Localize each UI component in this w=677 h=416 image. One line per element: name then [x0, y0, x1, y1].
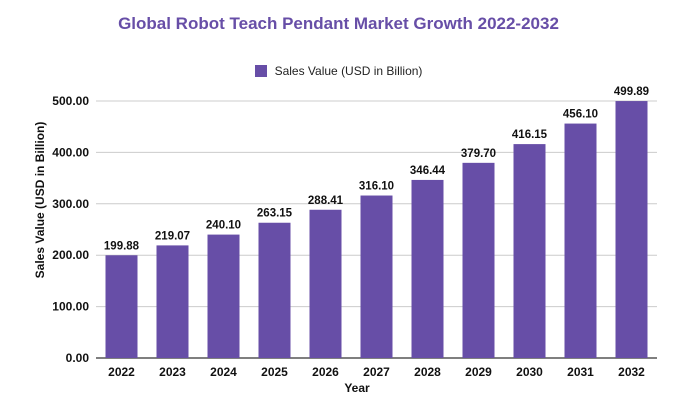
y-axis-title: Sales Value (USD in Billion) [33, 122, 47, 279]
data-label: 416.15 [512, 129, 548, 141]
bar [462, 162, 495, 358]
x-tick-label: 2022 [108, 365, 135, 379]
legend: Sales Value (USD in Billion) [0, 64, 677, 78]
y-tick-label: 400.00 [52, 145, 89, 159]
chart-title: Global Robot Teach Pendant Market Growth… [118, 14, 559, 33]
y-tick-label: 100.00 [52, 300, 89, 314]
data-label: 346.44 [410, 165, 446, 177]
y-tick-label: 500.00 [52, 94, 89, 108]
x-axis-title: Year [344, 381, 370, 395]
x-tick-label: 2024 [210, 365, 237, 379]
bar [615, 101, 648, 358]
data-label: 499.89 [614, 86, 649, 98]
bar [411, 179, 444, 358]
x-tick-label: 2031 [567, 365, 594, 379]
x-tick-label: 2028 [414, 365, 441, 379]
x-tick-label: 2030 [516, 365, 543, 379]
data-label: 219.07 [155, 230, 190, 242]
x-tick-label: 2027 [363, 365, 390, 379]
data-label: 288.41 [308, 195, 344, 207]
legend-swatch [254, 65, 267, 77]
bar [513, 144, 546, 358]
data-label: 379.70 [461, 148, 496, 160]
x-tick-label: 2032 [618, 365, 645, 379]
x-tick-label: 2023 [159, 365, 186, 379]
data-label: 199.88 [104, 240, 140, 252]
bar [360, 195, 393, 358]
data-label: 456.10 [563, 109, 598, 121]
x-tick-label: 2025 [261, 365, 288, 379]
y-tick-label: 0.00 [66, 351, 90, 365]
y-tick-label: 300.00 [52, 197, 89, 211]
data-label: 316.10 [359, 181, 394, 193]
data-label: 240.10 [206, 220, 241, 232]
bar [309, 209, 342, 358]
y-tick-label: 200.00 [52, 248, 89, 262]
legend-label: Sales Value (USD in Billion) [274, 64, 423, 78]
bar [258, 222, 291, 358]
x-tick-label: 2029 [465, 365, 492, 379]
bar [156, 245, 189, 358]
bar [105, 255, 138, 358]
x-tick-label: 2026 [312, 365, 339, 379]
bar [207, 234, 240, 358]
bar [564, 123, 597, 358]
data-label: 263.15 [257, 208, 293, 220]
